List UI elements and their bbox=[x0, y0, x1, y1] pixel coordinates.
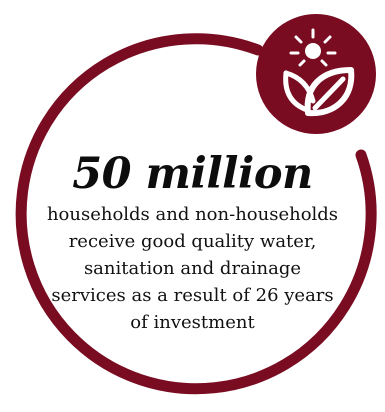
stat-description: households and non-households receive go… bbox=[46, 204, 339, 333]
stat-value: 50 million bbox=[72, 149, 313, 199]
big-leaf-icon bbox=[304, 67, 355, 117]
sun-and-leaf-icon bbox=[256, 14, 376, 134]
stat-text: 50 million households and non-households… bbox=[40, 148, 345, 336]
sun-icon bbox=[289, 28, 337, 67]
small-leaf-icon bbox=[283, 70, 316, 113]
